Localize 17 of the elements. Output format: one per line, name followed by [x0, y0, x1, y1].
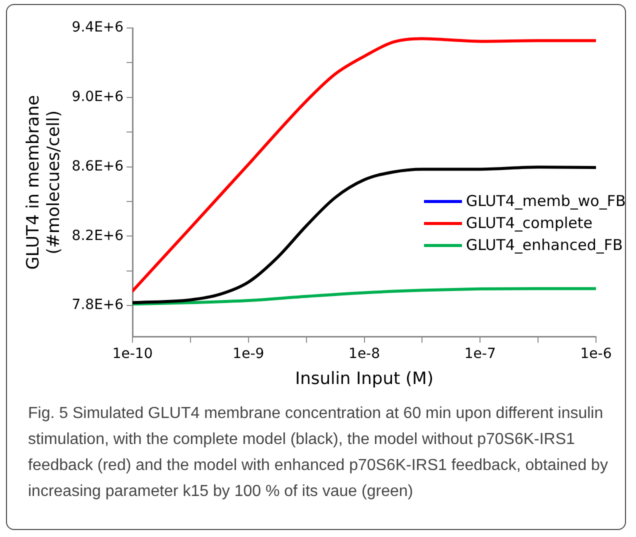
legend-label: GLUT4_memb_wo_FB: [466, 192, 626, 210]
x-tick-label: 1e-6: [580, 346, 612, 362]
y-tick-label: 8.6E+6: [72, 158, 124, 174]
x-tick-label: 1e-7: [464, 346, 496, 362]
x-axis-title: Insulin Input (M): [295, 369, 434, 390]
y-axis-title: GLUT4 in membrane (#molecues/cell): [24, 95, 64, 270]
x-tick-label: 1e-8: [348, 346, 380, 362]
y-tick-label: 9.0E+6: [72, 89, 124, 106]
legend-label: GLUT4_enhanced_FB: [466, 236, 623, 254]
y-tick-label: 7.8E+6: [72, 297, 124, 314]
y-tick-label: 9.4E+6: [72, 20, 124, 36]
x-tick-label: 1e-10: [112, 346, 153, 362]
line-series: [132, 287, 596, 306]
legend-label: GLUT4_complete: [466, 214, 592, 232]
y-tick-label: 8.2E+6: [72, 228, 124, 244]
x-tick-label: 1e-9: [232, 346, 264, 362]
caption: Fig. 5 Simulated GLUT4 membrane concentration at 60 min upon different insulin stimulation, with the complete model (black), the model without p70S6K-IRS1 feedback (red) and the model with enhanced p70S6K-IRS1 feedback, obtained by increasing parameter k15 by 100 % of its vaue (green): [28, 404, 609, 502]
